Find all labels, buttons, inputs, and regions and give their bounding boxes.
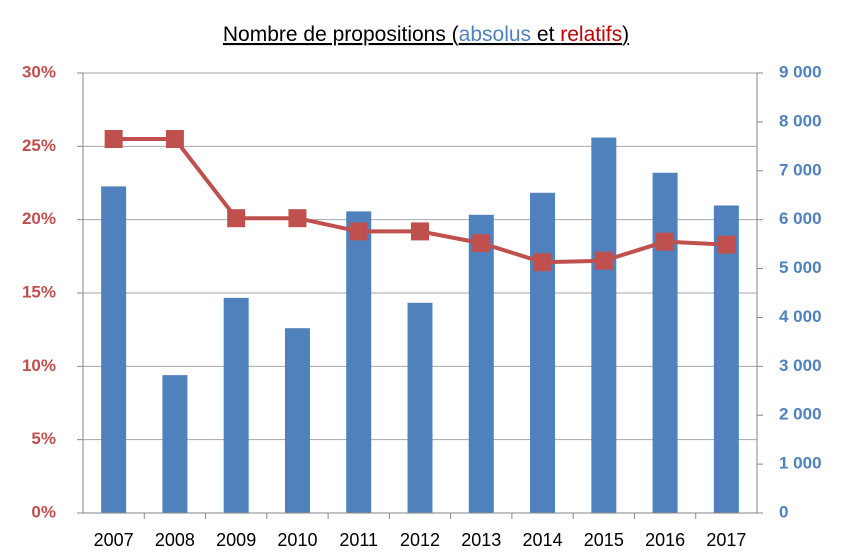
x-tick-label: 2013 xyxy=(461,530,501,550)
y-tick-label: 30% xyxy=(22,62,56,81)
y-tick-label: 25% xyxy=(22,136,56,155)
x-tick-label: 2012 xyxy=(400,530,440,550)
title-part: ) xyxy=(622,23,629,46)
y2-tick-label: 2 000 xyxy=(779,405,822,424)
x-tick-label: 2010 xyxy=(277,530,317,550)
bar xyxy=(101,186,127,513)
x-tick-label: 2015 xyxy=(584,530,624,550)
line-marker xyxy=(349,222,368,241)
line-marker xyxy=(533,253,552,272)
y2-tick-label: 5 000 xyxy=(779,258,822,277)
title-part: absolus xyxy=(459,23,537,46)
line-marker xyxy=(165,130,184,148)
y-tick-label: 20% xyxy=(22,209,56,228)
y2-tick-label: 1 000 xyxy=(779,454,822,473)
title-part: relatifs xyxy=(560,23,622,46)
y2-tick-label: 4 000 xyxy=(779,307,822,326)
y2-tick-label: 8 000 xyxy=(779,111,822,130)
bar xyxy=(284,328,310,513)
bar xyxy=(591,137,617,514)
line-marker xyxy=(717,235,736,254)
y2-tick-label: 9 000 xyxy=(779,62,822,81)
bar xyxy=(713,205,739,513)
line-marker xyxy=(227,209,246,228)
title-part: et xyxy=(537,23,560,46)
bar xyxy=(468,214,494,513)
x-tick-label: 2016 xyxy=(645,530,685,550)
bar xyxy=(223,297,249,513)
y-tick-label: 0% xyxy=(31,502,56,521)
y2-tick-label: 6 000 xyxy=(779,209,822,228)
line-marker xyxy=(472,234,491,253)
bar xyxy=(530,192,556,513)
x-tick-label: 2017 xyxy=(706,530,746,550)
y-tick-label: 5% xyxy=(31,429,56,448)
y2-tick-label: 3 000 xyxy=(779,356,822,375)
x-tick-label: 2007 xyxy=(94,530,134,550)
x-tick-label: 2009 xyxy=(216,530,256,550)
title-part: Nombre de propositions ( xyxy=(223,23,459,46)
y2-tick-label: 7 000 xyxy=(779,160,822,179)
line-marker xyxy=(104,130,123,148)
y-tick-label: 15% xyxy=(22,282,56,301)
line xyxy=(113,137,727,265)
x-tick-label: 2008 xyxy=(155,530,195,550)
x-tick-label: 2014 xyxy=(523,530,563,550)
bar xyxy=(346,211,372,513)
line-marker xyxy=(288,209,307,228)
bar xyxy=(407,302,433,513)
bar xyxy=(652,172,678,513)
chart-title: Nombre de propositions (absolus et relat… xyxy=(223,23,629,46)
y-tick-label: 10% xyxy=(22,356,56,375)
y2-tick-label: 0 xyxy=(779,502,788,521)
bar xyxy=(162,375,188,513)
x-tick-label: 2011 xyxy=(339,530,378,550)
line-marker xyxy=(656,232,675,251)
line-marker xyxy=(411,222,429,241)
line-marker xyxy=(594,251,613,270)
